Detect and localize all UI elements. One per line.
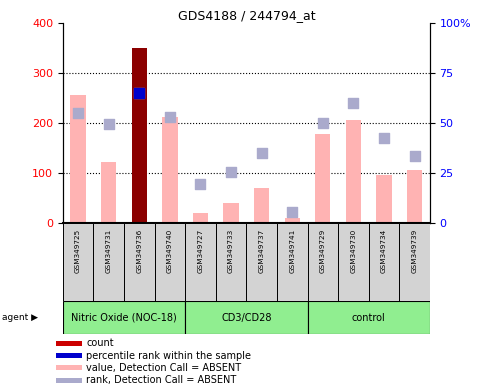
Point (74, 110, 82, 116)
Bar (277, 223, 308, 301)
Bar (346, 121, 361, 223)
Point (197, 181, 204, 187)
Title: GDS4188 / 244794_at: GDS4188 / 244794_at (178, 9, 315, 22)
Point (411, 153, 418, 159)
Point (166, 114, 174, 120)
Point (350, 100, 357, 106)
Text: value, Detection Call = ABSENT: value, Detection Call = ABSENT (86, 362, 242, 372)
Text: GSM349739: GSM349739 (412, 229, 418, 273)
Bar (56, 377, 82, 382)
Text: GSM349733: GSM349733 (228, 229, 234, 273)
Point (227, 169, 235, 175)
Text: GSM349734: GSM349734 (381, 229, 387, 273)
Text: rank, Detection Call = ABSENT: rank, Detection Call = ABSENT (86, 375, 237, 384)
Text: GSM349727: GSM349727 (198, 229, 203, 273)
Bar (93, 223, 124, 301)
Bar (308, 223, 338, 301)
Bar (216, 223, 246, 301)
Bar (254, 188, 270, 223)
Bar (63, 223, 93, 301)
Bar (56, 365, 82, 370)
Text: GSM349730: GSM349730 (350, 229, 356, 273)
Point (105, 121, 113, 127)
Bar (131, 48, 147, 223)
Text: GSM349740: GSM349740 (167, 229, 173, 273)
Bar (56, 341, 82, 346)
Text: GSM349731: GSM349731 (106, 229, 112, 273)
Bar (315, 134, 330, 223)
Text: Nitric Oxide (NOC-18): Nitric Oxide (NOC-18) (71, 313, 177, 323)
Text: percentile rank within the sample: percentile rank within the sample (86, 351, 252, 361)
Bar (407, 170, 422, 223)
Bar (308, 301, 430, 334)
Bar (246, 223, 277, 301)
Text: GSM349741: GSM349741 (289, 229, 295, 273)
Point (288, 209, 296, 215)
Text: GSM349725: GSM349725 (75, 229, 81, 273)
Bar (399, 223, 430, 301)
Bar (376, 175, 392, 223)
Bar (369, 223, 399, 301)
Point (135, 90, 143, 96)
Bar (124, 223, 155, 301)
Bar (162, 117, 177, 223)
Text: GSM349736: GSM349736 (136, 229, 142, 273)
Text: agent ▶: agent ▶ (2, 313, 39, 322)
Bar (185, 301, 308, 334)
Point (258, 150, 266, 156)
Bar (284, 218, 300, 223)
Text: control: control (352, 313, 385, 323)
Text: GSM349737: GSM349737 (258, 229, 265, 273)
Bar (223, 203, 239, 223)
Bar (101, 162, 116, 223)
Bar (338, 223, 369, 301)
Point (135, 90, 143, 96)
Bar (185, 223, 216, 301)
Text: GSM349729: GSM349729 (320, 229, 326, 273)
Point (380, 135, 388, 141)
Bar (56, 353, 82, 358)
Bar (193, 213, 208, 223)
Bar (155, 223, 185, 301)
Text: CD3/CD28: CD3/CD28 (221, 313, 271, 323)
Bar (63, 301, 185, 334)
Point (319, 120, 327, 126)
Bar (71, 95, 86, 223)
Text: count: count (86, 338, 114, 348)
